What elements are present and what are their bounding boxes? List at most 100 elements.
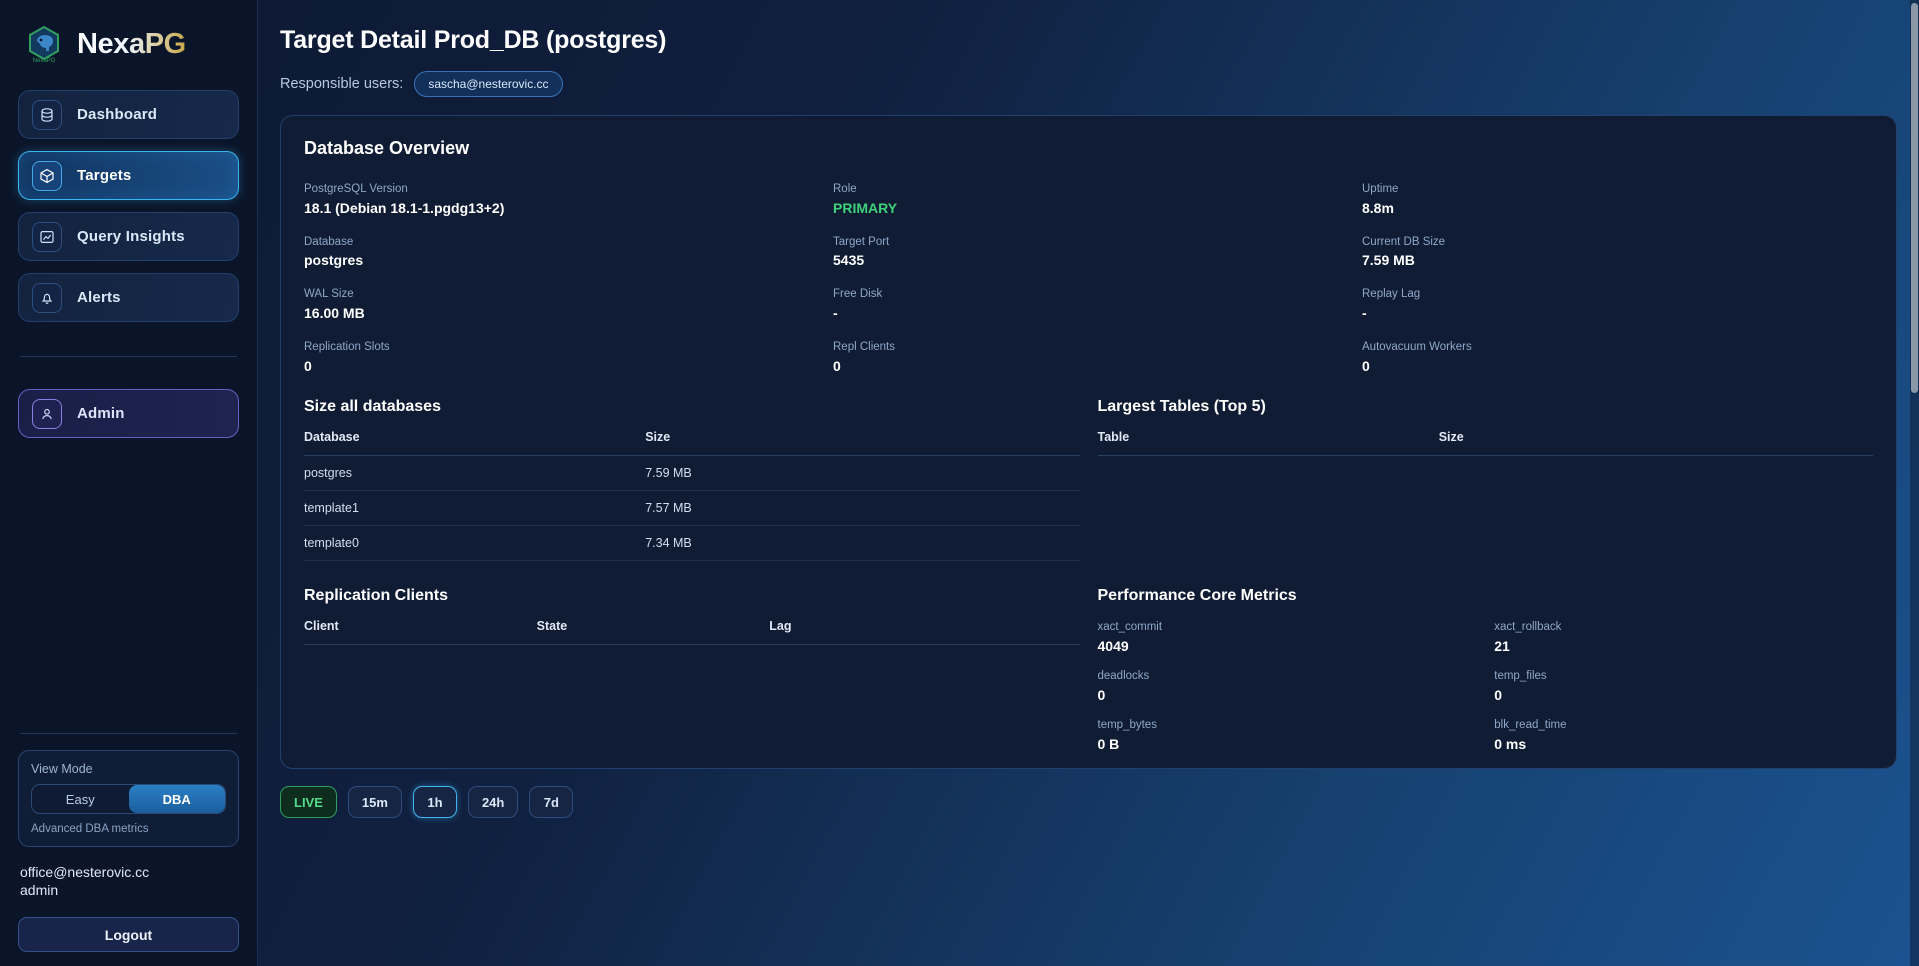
perf-metric-deadlocks: deadlocks 0: [1098, 668, 1477, 706]
brand-name: NexaPG: [77, 27, 186, 60]
perf-metric-value: 0: [1494, 687, 1503, 704]
table-row: postgres 7.59 MB: [304, 455, 1080, 491]
responsible-users-label: Responsible users:: [280, 76, 404, 92]
database-overview-heading: Database Overview: [304, 138, 470, 158]
sidebar-spacer: [18, 438, 239, 733]
view-mode-panel: View Mode Easy DBA Advanced DBA metrics: [18, 750, 239, 847]
scrollbar-thumb[interactable]: [1911, 3, 1918, 393]
perf-metric-value: 0: [1097, 687, 1106, 704]
metric-repl-clients: Repl Clients 0: [833, 339, 1344, 377]
sidebar-item-admin[interactable]: Admin: [18, 389, 239, 438]
metric-key: PostgreSQL Version: [304, 183, 408, 195]
metric-key: Uptime: [1362, 183, 1399, 195]
metric-key: Replication Slots: [304, 341, 390, 354]
view-mode-toggle[interactable]: Easy DBA: [31, 784, 226, 814]
size-all-databases-section: Size all databases Database Size postgre…: [304, 398, 1080, 561]
sidebar-item-label: Alerts: [77, 289, 121, 306]
perf-metric-key: checkpoints_timed: [1494, 766, 1873, 768]
column-header-database: Database: [304, 429, 646, 456]
perf-metric-value: 0 B: [1097, 736, 1120, 753]
metric-key: Target Port: [833, 235, 890, 248]
perf-metric-xact-rollback: xact_rollback 21: [1494, 619, 1873, 657]
view-mode-option-dba[interactable]: DBA: [128, 785, 225, 813]
cell-size: 7.59 MB: [645, 455, 1080, 491]
cell-size: 7.57 MB: [645, 490, 1080, 526]
table-row: template0 7.34 MB: [304, 525, 1080, 561]
cell-database: template1: [304, 490, 646, 526]
perf-metric-checkpoints-timed: checkpoints_timed 19: [1494, 766, 1873, 768]
responsible-user-chip[interactable]: sascha@nesterovic.cc: [414, 71, 563, 97]
metric-value: 7.59 MB: [1362, 252, 1415, 269]
replication-clients-heading: Replication Clients: [304, 586, 449, 604]
performance-metrics-grid: xact_commit 4049 xact_rollback 21 deadlo…: [1097, 619, 1874, 768]
performance-core-metrics-section: Performance Core Metrics xact_commit 404…: [1097, 587, 1874, 768]
sidebar-item-alerts[interactable]: Alerts: [18, 273, 239, 322]
metric-key: Replay Lag: [1362, 288, 1421, 301]
column-header-client: Client: [304, 618, 537, 645]
cube-icon: [32, 160, 62, 191]
perf-metric-key: xact_rollback: [1494, 620, 1562, 633]
metric-value: 0: [833, 357, 841, 374]
sidebar-bottom-divider: [20, 733, 237, 734]
size-all-databases-heading: Size all databases: [304, 397, 441, 415]
database-overview-card: Database Overview PostgreSQL Version 18.…: [280, 115, 1897, 769]
largest-tables-heading: Largest Tables (Top 5): [1097, 397, 1266, 415]
line-chart-icon: [32, 221, 62, 252]
replication-clients-table: Client State Lag: [304, 618, 1080, 645]
time-range-7d[interactable]: 7d: [529, 786, 574, 818]
bell-icon: [32, 282, 62, 313]
metric-autovacuum-workers: Autovacuum Workers 0: [1362, 339, 1873, 377]
perf-metric-temp-bytes: temp_bytes 0 B: [1098, 717, 1477, 755]
svg-text:NexaPG: NexaPG: [33, 58, 56, 64]
logout-button[interactable]: Logout: [18, 917, 239, 952]
largest-tables-section: Largest Tables (Top 5) Table Size: [1097, 397, 1873, 561]
metric-value: 8.8m: [1362, 199, 1394, 216]
metric-value: PRIMARY: [833, 199, 898, 216]
time-range-15m[interactable]: 15m: [347, 786, 402, 818]
metric-role: Role PRIMARY: [833, 181, 1344, 219]
metric-value: -: [1362, 305, 1367, 322]
sidebar-item-targets[interactable]: Targets: [18, 151, 239, 200]
perf-metric-temp-files: temp_files 0: [1494, 668, 1873, 706]
metric-postgresql-version: PostgreSQL Version 18.1 (Debian 18.1-1.p…: [304, 181, 815, 219]
page-title: Target Detail Prod_DB (postgres): [280, 26, 667, 54]
user-block: office@nesterovic.cc admin: [20, 864, 237, 898]
time-range-bar: LIVE 15m 1h 24h 7d: [280, 786, 1897, 818]
table-header-row: Table Size: [1097, 429, 1873, 456]
time-range-1h[interactable]: 1h: [412, 786, 457, 818]
metric-value: 16.00 MB: [304, 305, 365, 322]
metric-replay-lag: Replay Lag -: [1362, 286, 1873, 324]
table-row: template1 7.57 MB: [304, 490, 1080, 526]
column-header-lag: Lag: [769, 618, 1080, 645]
metric-value: -: [833, 305, 838, 322]
perf-metric-key: blk_read_time: [1494, 719, 1567, 732]
user-email: office@nesterovic.cc: [20, 864, 150, 880]
sidebar-item-label: Query Insights: [77, 228, 185, 245]
view-mode-option-easy[interactable]: Easy: [32, 785, 129, 813]
overview-metrics-grid: PostgreSQL Version 18.1 (Debian 18.1-1.p…: [304, 181, 1873, 392]
cell-database: template0: [304, 525, 646, 561]
sidebar-divider: [20, 356, 237, 357]
metric-key: Repl Clients: [833, 341, 895, 354]
metric-key: Role: [833, 183, 857, 195]
sidebar-item-dashboard[interactable]: Dashboard: [18, 90, 239, 139]
perf-metric-key: xact_commit: [1097, 620, 1163, 633]
time-range-24h[interactable]: 24h: [467, 786, 519, 818]
perf-metric-key: blk_write_time: [1098, 766, 1477, 768]
metric-key: Database: [304, 235, 354, 248]
sidebar-item-query-insights[interactable]: Query Insights: [18, 212, 239, 261]
time-range-live[interactable]: LIVE: [280, 786, 337, 818]
cell-size: 7.34 MB: [645, 525, 1080, 561]
sidebar-item-label: Dashboard: [77, 106, 158, 123]
page-scrollbar[interactable]: [1910, 0, 1919, 966]
metric-value: 18.1 (Debian 18.1-1.pgdg13+2): [304, 199, 505, 216]
metric-value: 0: [1362, 357, 1370, 374]
user-icon: [32, 398, 62, 429]
replication-clients-section: Replication Clients Client State Lag: [304, 586, 1080, 768]
perf-metric-key: deadlocks: [1097, 669, 1150, 682]
sidebar-nav: Dashboard Targets Quer: [18, 90, 239, 438]
main-content: Target Detail Prod_DB (postgres) Respons…: [258, 0, 1919, 966]
metric-wal-size: WAL Size 16.00 MB: [304, 286, 815, 324]
metric-database: Database postgres: [304, 234, 815, 272]
